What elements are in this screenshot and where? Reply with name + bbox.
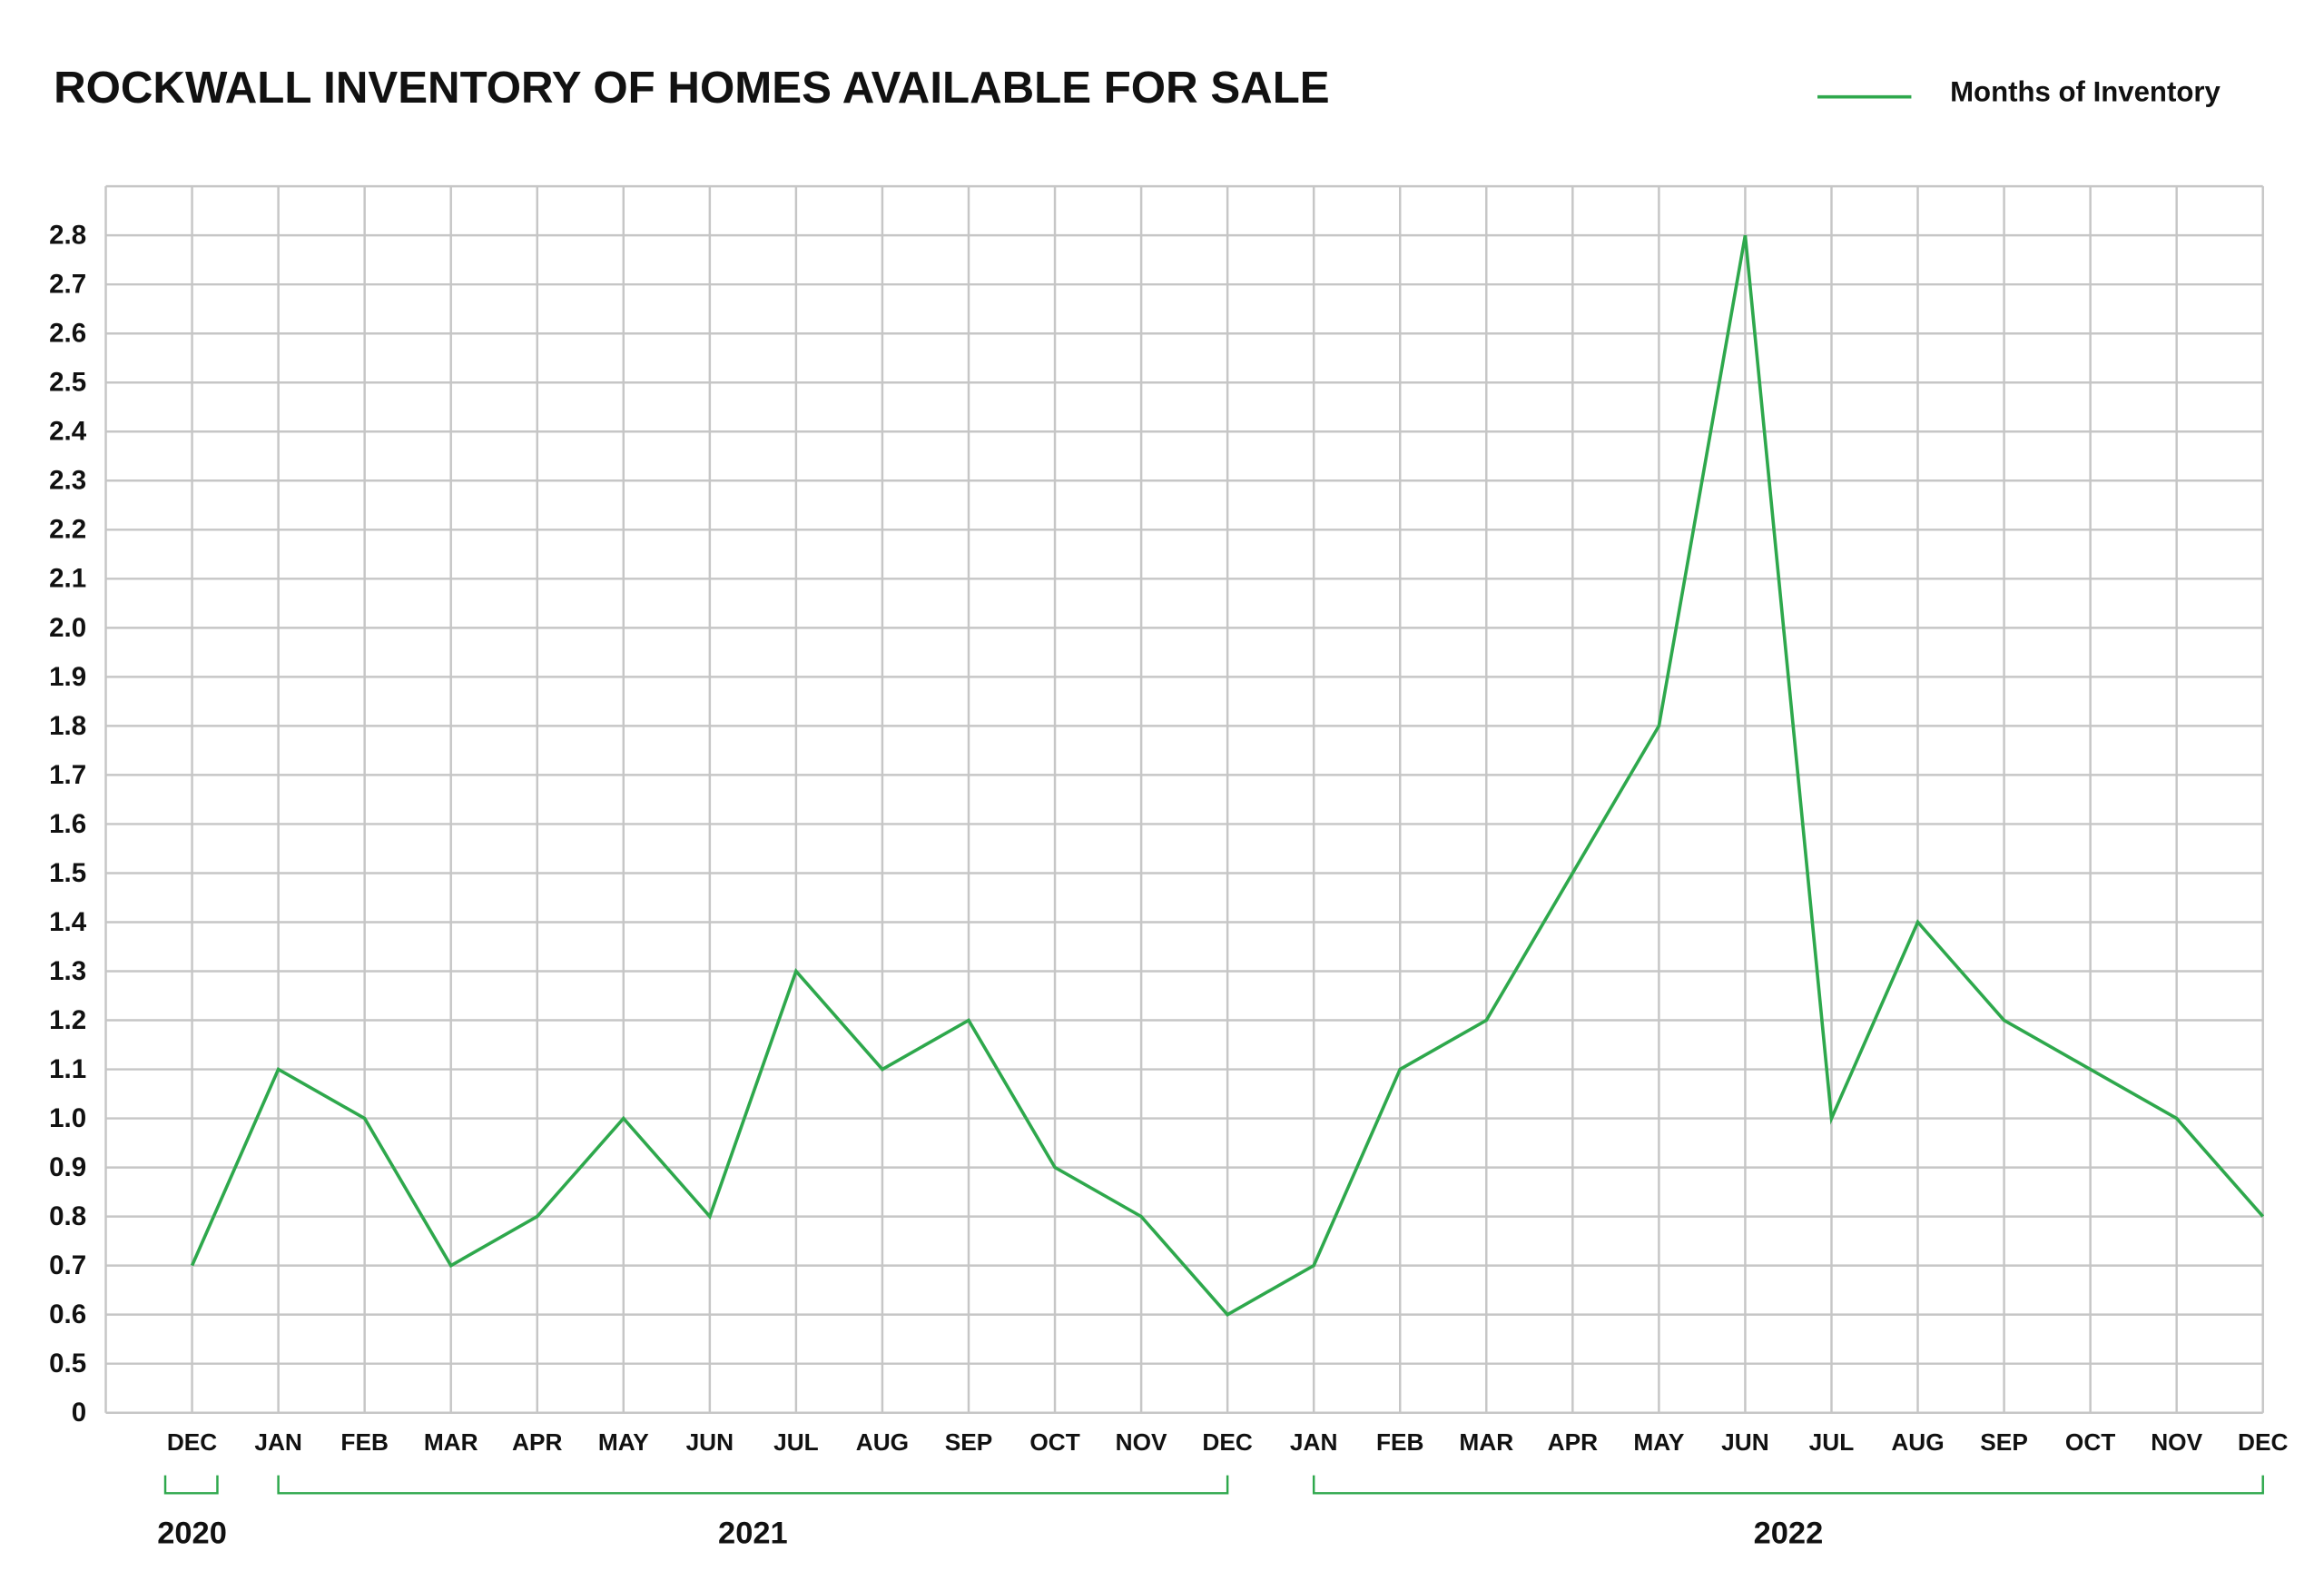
year-bracket <box>277 1475 1229 1495</box>
y-tick-label: 2.3 <box>49 466 86 496</box>
y-tick-label: 0.5 <box>49 1349 86 1378</box>
x-tick-label: JAN <box>254 1428 302 1456</box>
y-tick-label: 0.6 <box>49 1299 86 1329</box>
y-tick-label: 2.2 <box>49 515 86 545</box>
year-label: 2022 <box>1754 1516 1824 1550</box>
x-tick-label: JUN <box>686 1428 734 1456</box>
year-label: 2020 <box>157 1516 227 1550</box>
x-tick-label: MAR <box>424 1428 478 1456</box>
x-tick-label: OCT <box>1029 1428 1079 1456</box>
x-tick-label: DEC <box>167 1428 217 1456</box>
x-tick-label: APR <box>512 1428 562 1456</box>
x-tick-label: JAN <box>1290 1428 1338 1456</box>
x-tick-label: DEC <box>1202 1428 1252 1456</box>
x-tick-label: AUG <box>856 1428 909 1456</box>
x-tick-label: FEB <box>340 1428 389 1456</box>
y-tick-label: 1.8 <box>49 711 86 741</box>
x-tick-label: JUL <box>773 1428 819 1456</box>
x-tick-label: NOV <box>2151 1428 2202 1456</box>
y-tick-label: 2.8 <box>49 221 86 251</box>
year-label: 2021 <box>718 1516 788 1550</box>
y-tick-label: 2.7 <box>49 270 86 300</box>
y-tick-label: 0 <box>72 1398 86 1428</box>
y-tick-label: 1.1 <box>49 1054 86 1084</box>
x-tick-label: SEP <box>1980 1428 2028 1456</box>
legend-label: Months of Inventory <box>1950 76 2221 108</box>
y-tick-label: 1.3 <box>49 956 86 986</box>
y-tick-label: 2.6 <box>49 319 86 349</box>
y-tick-label: 1.6 <box>49 809 86 839</box>
chart-title: ROCKWALL INVENTORY OF HOMES AVAILABLE FO… <box>54 63 1330 113</box>
x-tick-label: MAY <box>1633 1428 1684 1456</box>
y-tick-label: 1.0 <box>49 1103 86 1133</box>
y-tick-label: 1.4 <box>49 907 87 937</box>
y-tick-label: 1.7 <box>49 760 86 790</box>
x-tick-label: JUL <box>1809 1428 1855 1456</box>
y-tick-label: 2.1 <box>49 564 86 594</box>
x-tick-label: JUN <box>1721 1428 1769 1456</box>
y-tick-label: 1.9 <box>49 662 86 692</box>
y-tick-label: 1.2 <box>49 1005 86 1035</box>
x-tick-label: SEP <box>945 1428 993 1456</box>
x-tick-label: APR <box>1548 1428 1598 1456</box>
x-tick-label: MAR <box>1459 1428 1513 1456</box>
x-tick-label: NOV <box>1116 1428 1167 1456</box>
data-line <box>190 234 2265 1317</box>
x-tick-label: MAY <box>598 1428 649 1456</box>
y-tick-label: 2.4 <box>49 417 87 447</box>
x-tick-label: FEB <box>1376 1428 1424 1456</box>
x-tick-label: DEC <box>2238 1428 2288 1456</box>
y-tick-label: 1.5 <box>49 858 86 888</box>
year-bracket <box>1312 1475 2264 1495</box>
y-tick-label: 0.8 <box>49 1201 86 1231</box>
y-tick-label: 0.9 <box>49 1152 86 1182</box>
x-tick-label: OCT <box>2065 1428 2115 1456</box>
y-tick-label: 2.5 <box>49 368 86 398</box>
y-tick-label: 2.0 <box>49 613 86 643</box>
x-tick-label: AUG <box>1891 1428 1944 1456</box>
y-tick-label: 0.7 <box>49 1250 86 1280</box>
year-bracket <box>163 1475 219 1495</box>
